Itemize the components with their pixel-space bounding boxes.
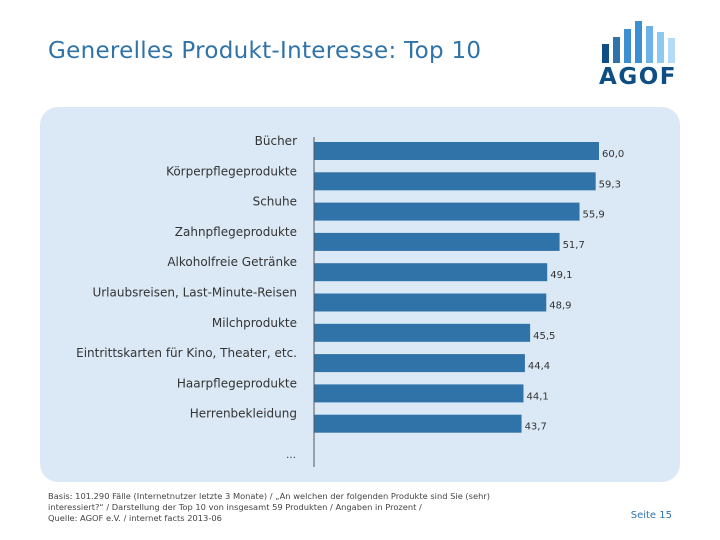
category-label: Urlaubsreisen, Last-Minute-Reisen — [92, 286, 297, 300]
bar — [314, 384, 524, 403]
value-label: 51,7 — [563, 240, 585, 251]
agof-logo: AGOF — [598, 18, 678, 90]
bar — [314, 172, 596, 191]
bar — [314, 202, 580, 221]
bar — [314, 323, 531, 342]
value-label: 48,9 — [549, 301, 571, 312]
category-label: Bücher — [255, 134, 297, 148]
page-title: Generelles Produkt-Interesse: Top 10 — [48, 38, 482, 64]
bar — [314, 354, 525, 373]
bar-chart-icon — [602, 21, 675, 63]
footnote-line: Quelle: AGOF e.V. / internet facts 2013-… — [48, 513, 222, 523]
category-label: Schuhe — [253, 195, 297, 209]
category-label: Körperpflegeprodukte — [166, 164, 297, 178]
chart-panel: Bücher 60,0 Körperpflegeprodukte 59,3 Schuhe… — [40, 107, 680, 482]
value-label: 45,5 — [533, 331, 555, 342]
bar — [314, 414, 522, 433]
bar-chart: Bücher 60,0 Körperpflegeprodukte 59,3 Schuhe… — [76, 134, 624, 467]
bar — [314, 263, 548, 282]
value-label: 60,0 — [602, 149, 624, 160]
category-label: Milchprodukte — [212, 316, 297, 330]
category-label: Eintrittskarten für Kino, Theater, etc. — [76, 346, 297, 360]
category-label: Alkoholfreie Getränke — [167, 255, 297, 269]
value-label: 43,7 — [525, 422, 547, 433]
value-label: 44,4 — [528, 361, 550, 372]
category-label: Haarpflegeprodukte — [177, 376, 297, 390]
bar — [314, 142, 599, 160]
footnote-line: interessiert?“ / Darstellung der Top 10 … — [48, 502, 422, 512]
value-label: 59,3 — [599, 179, 621, 190]
ellipsis-label: … — [286, 450, 296, 461]
value-label: 55,9 — [583, 210, 605, 221]
page-number: Seite 15 — [630, 510, 672, 521]
category-label: Herrenbekleidung — [190, 407, 297, 421]
logo-text: AGOF — [599, 64, 677, 90]
bar — [314, 232, 560, 251]
footnote: Basis: 101.290 Fälle (Internetnutzer let… — [48, 491, 588, 524]
value-label: 44,1 — [526, 391, 548, 402]
value-label: 49,1 — [550, 270, 572, 281]
bar — [314, 293, 547, 312]
category-label: Zahnpflegeprodukte — [175, 225, 297, 239]
footnote-line: Basis: 101.290 Fälle (Internetnutzer let… — [48, 491, 491, 501]
